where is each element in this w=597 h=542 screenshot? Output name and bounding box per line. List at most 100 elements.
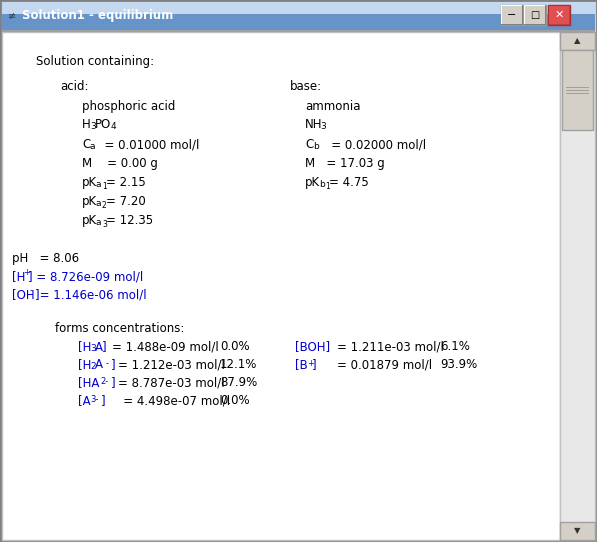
Text: pK: pK (82, 214, 97, 227)
Text: = 2.15: = 2.15 (106, 176, 146, 189)
Text: -: - (106, 359, 109, 368)
Text: = 1.211e-03 mol/l: = 1.211e-03 mol/l (337, 340, 444, 353)
Bar (566, 93, 589, 94)
Text: = 7.20: = 7.20 (106, 195, 146, 208)
Text: ]: ] (111, 358, 116, 371)
Text: phosphoric acid: phosphoric acid (82, 100, 176, 113)
Text: 1: 1 (102, 182, 107, 191)
Text: forms concentrations:: forms concentrations: (55, 322, 184, 335)
Text: [BOH]: [BOH] (295, 340, 330, 353)
Text: A: A (95, 358, 103, 371)
Text: C: C (305, 138, 313, 151)
Text: a: a (96, 180, 101, 189)
Text: 0.0%: 0.0% (220, 394, 250, 407)
Text: Solution1 - equilibrium: Solution1 - equilibrium (22, 10, 173, 23)
Text: □: □ (530, 10, 540, 20)
Text: ]= 1.146e-06 mol/l: ]= 1.146e-06 mol/l (35, 288, 147, 301)
Text: ▼: ▼ (574, 526, 580, 535)
Text: ▲: ▲ (574, 36, 580, 46)
Bar (2, 30, 595, 32)
Bar (560, 32, 595, 50)
Bar (501, 24, 523, 25)
Text: [H: [H (78, 358, 91, 371)
Text: ]: ] (312, 358, 316, 371)
Text: 2-: 2- (100, 377, 108, 386)
Bar (524, 5, 546, 25)
Bar (560, 522, 595, 540)
Text: = 0.01879 mol/l: = 0.01879 mol/l (337, 358, 432, 371)
Text: M   = 17.03 g: M = 17.03 g (305, 157, 384, 170)
Text: [HA: [HA (78, 376, 99, 389)
Bar (501, 5, 523, 25)
Bar (524, 24, 546, 25)
Bar (2, 2, 595, 16)
Text: ]: ] (111, 376, 116, 389)
Text: −: − (507, 10, 516, 20)
Text: a: a (96, 199, 101, 208)
Text: 1: 1 (325, 182, 330, 191)
Text: M    = 0.00 g: M = 0.00 g (82, 157, 158, 170)
Text: [A: [A (78, 394, 91, 407)
Text: A]: A] (95, 340, 107, 353)
Bar (560, 32, 595, 540)
Bar (525, 6, 545, 24)
Text: = 0.02000 mol/l: = 0.02000 mol/l (320, 138, 426, 151)
Text: 87.9%: 87.9% (220, 376, 257, 389)
Text: ]: ] (101, 394, 106, 407)
Bar (545, 5, 546, 25)
Text: 12.1%: 12.1% (220, 358, 257, 371)
Text: pK: pK (82, 195, 97, 208)
Text: +: + (23, 268, 30, 277)
Text: 93.9%: 93.9% (440, 358, 477, 371)
Text: 3-: 3- (90, 395, 99, 404)
Bar (522, 5, 523, 25)
Text: 2: 2 (90, 362, 96, 371)
Bar (562, 50, 593, 130)
Text: PO: PO (95, 118, 111, 131)
Text: pK: pK (305, 176, 320, 189)
Text: 3: 3 (102, 220, 107, 229)
Bar (501, 5, 523, 6)
Bar (566, 87, 589, 88)
Text: = 1.212e-03 mol/l: = 1.212e-03 mol/l (118, 358, 225, 371)
Text: 3: 3 (90, 344, 96, 353)
Text: Solution containing:: Solution containing: (36, 55, 154, 68)
Bar (566, 90, 589, 91)
Text: ammonia: ammonia (305, 100, 361, 113)
Bar (549, 6, 569, 24)
Bar (502, 6, 522, 24)
Text: = 1.488e-09 mol/l: = 1.488e-09 mol/l (112, 340, 219, 353)
Text: [H: [H (12, 270, 26, 283)
Text: = 4.498e-07 mol/l: = 4.498e-07 mol/l (112, 394, 230, 407)
Bar (2, 14, 595, 30)
Text: C: C (82, 138, 90, 151)
Text: acid:: acid: (60, 80, 88, 93)
Bar (524, 5, 525, 25)
Text: 3: 3 (320, 122, 326, 131)
Text: ] = 8.726e-09 mol/l: ] = 8.726e-09 mol/l (28, 270, 143, 283)
Text: ✕: ✕ (554, 10, 564, 20)
Text: [OH: [OH (12, 288, 35, 301)
Text: b: b (313, 142, 319, 151)
Text: pK: pK (82, 176, 97, 189)
Text: = 0.01000 mol/l: = 0.01000 mol/l (97, 138, 199, 151)
Text: base:: base: (290, 80, 322, 93)
Text: [B: [B (295, 358, 307, 371)
Text: -: - (30, 286, 33, 295)
Bar (524, 5, 546, 6)
Text: 0.0%: 0.0% (220, 340, 250, 353)
Text: NH: NH (305, 118, 322, 131)
Text: a: a (90, 142, 96, 151)
Text: 2: 2 (102, 201, 107, 210)
Text: [H: [H (78, 340, 91, 353)
Text: pH   = 8.06: pH = 8.06 (12, 252, 79, 265)
Text: a: a (96, 218, 101, 227)
Text: 3: 3 (90, 122, 96, 131)
Text: = 8.787e-03 mol/l: = 8.787e-03 mol/l (118, 376, 224, 389)
Text: 4: 4 (111, 122, 116, 131)
Text: +: + (307, 359, 314, 368)
Text: ≢: ≢ (8, 11, 16, 21)
Bar (2, 2, 595, 30)
Text: b: b (319, 180, 325, 189)
Bar (501, 5, 502, 25)
